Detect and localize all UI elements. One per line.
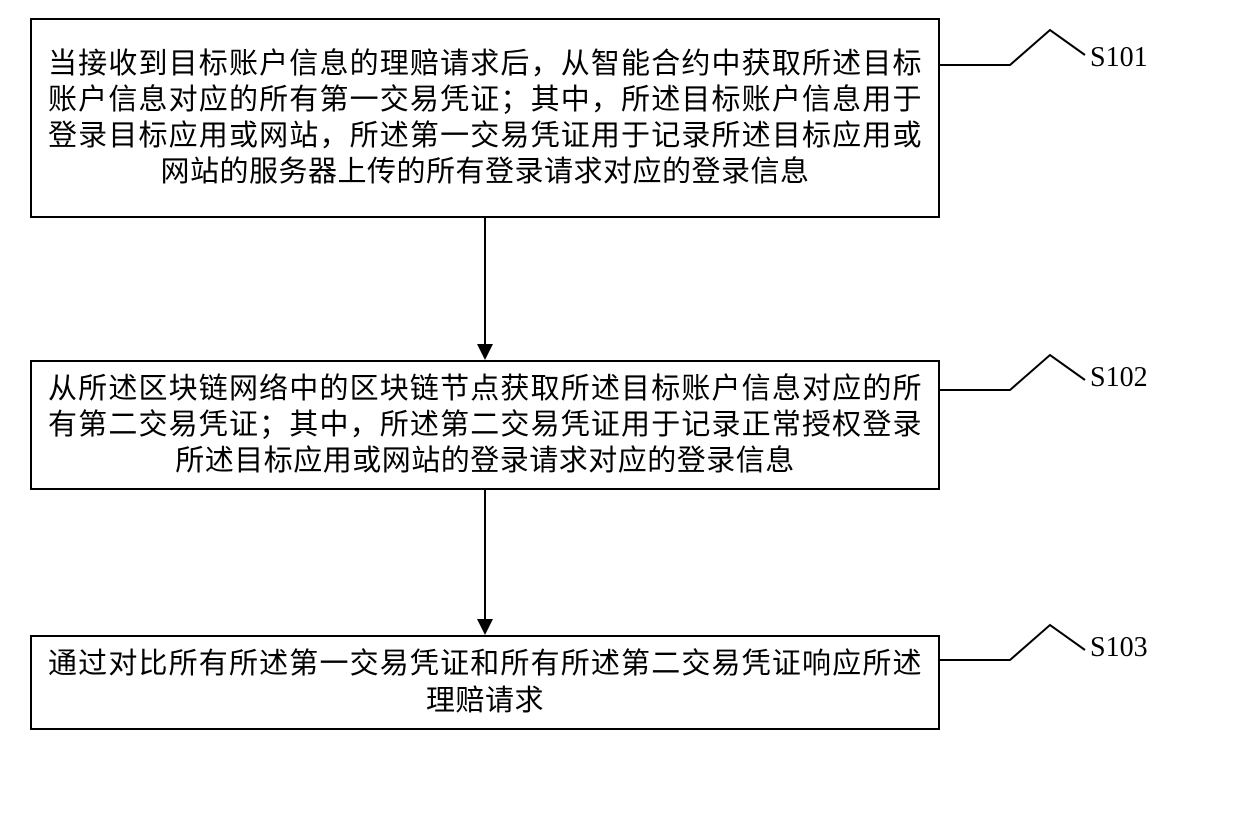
step-label-s103: S103 xyxy=(1090,632,1148,664)
step-label-s102: S102 xyxy=(1090,362,1148,394)
step-s101-text: 当接收到目标账户信息的理赔请求后，从智能合约中获取所述目标账户信息对应的所有第一… xyxy=(48,46,922,191)
flowchart-step-s103: 通过对比所有所述第一交易凭证和所有所述第二交易凭证响应所述理赔请求 xyxy=(30,635,940,730)
step-label-s101: S101 xyxy=(1090,42,1148,74)
step-s103-text: 通过对比所有所述第一交易凭证和所有所述第二交易凭证响应所述理赔请求 xyxy=(48,646,922,719)
flowchart-step-s101: 当接收到目标账户信息的理赔请求后，从智能合约中获取所述目标账户信息对应的所有第一… xyxy=(30,18,940,218)
flowchart-canvas: 当接收到目标账户信息的理赔请求后，从智能合约中获取所述目标账户信息对应的所有第一… xyxy=(0,0,1240,831)
step-s102-text: 从所述区块链网络中的区块链节点获取所述目标账户信息对应的所有第二交易凭证；其中，… xyxy=(48,371,922,480)
flowchart-step-s102: 从所述区块链网络中的区块链节点获取所述目标账户信息对应的所有第二交易凭证；其中，… xyxy=(30,360,940,490)
